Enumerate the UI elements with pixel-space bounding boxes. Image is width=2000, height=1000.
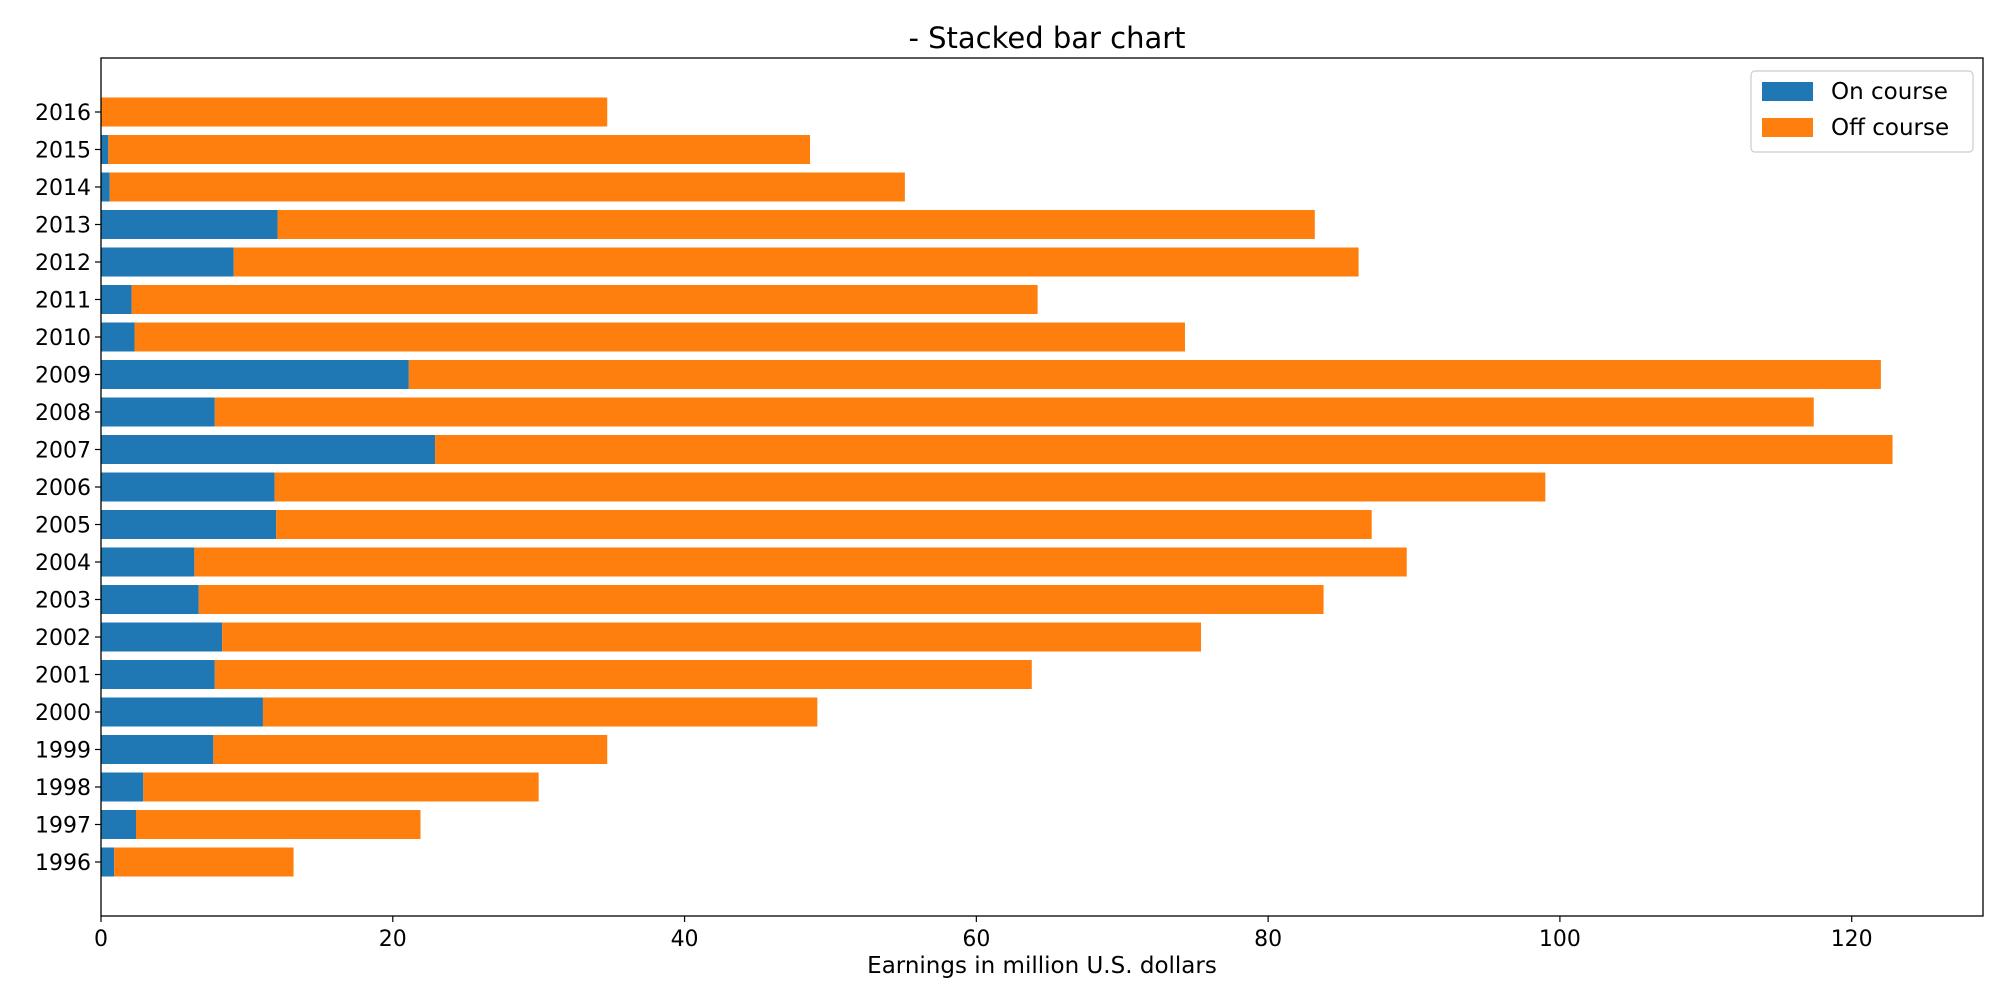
bar-1999-on-course [101, 735, 214, 764]
y-tick-label: 2012 [35, 251, 91, 276]
legend-swatch-off-course [1762, 118, 1813, 137]
y-tick-label: 1997 [35, 814, 91, 839]
bar-2009-off-course [408, 360, 1881, 389]
chart-title: - Stacked bar chart [908, 21, 1185, 55]
y-tick-label: 2005 [35, 514, 91, 539]
bar-2004-on-course [101, 547, 195, 577]
x-tick-label: 20 [379, 927, 407, 952]
bar-2000-off-course [262, 697, 818, 727]
x-axis: 0 20 40 60 80 100 120 [94, 916, 1873, 952]
y-tick-label: 2009 [35, 364, 91, 389]
bar-2000-on-course [101, 697, 263, 727]
bar-2008-on-course [101, 397, 215, 427]
legend-label-off-course: Off course [1831, 115, 1949, 141]
y-tick-label: 2000 [35, 701, 91, 726]
bar-2002-off-course [222, 622, 1202, 652]
y-tick-label: 2010 [35, 326, 91, 351]
bar-2010-off-course [134, 322, 1185, 352]
x-tick-label: 120 [1831, 927, 1873, 952]
bar-1998-on-course [101, 772, 144, 802]
bar-2015-off-course [108, 135, 811, 164]
bar-2004-off-course [194, 547, 1407, 577]
legend-swatch-on-course [1762, 82, 1813, 101]
bars-layer [101, 97, 1893, 877]
bar-2015-on-course [101, 135, 109, 164]
y-tick-label: 1996 [35, 851, 91, 876]
x-axis-label: Earnings in million U.S. dollars [867, 953, 1217, 979]
y-tick-label: 2004 [35, 551, 91, 576]
x-tick-label: 60 [962, 927, 990, 952]
x-tick-label: 80 [1254, 927, 1282, 952]
x-tick-label: 0 [94, 927, 108, 952]
x-tick-label: 40 [671, 927, 699, 952]
bar-2003-on-course [101, 585, 199, 614]
y-tick-label: 2011 [35, 289, 91, 314]
bar-2013-on-course [101, 210, 278, 239]
bar-2003-off-course [198, 585, 1324, 614]
bar-2007-on-course [101, 435, 436, 464]
bar-2006-off-course [274, 472, 1546, 502]
bar-2001-off-course [214, 660, 1032, 689]
bar-1998-off-course [143, 772, 539, 802]
bar-2011-on-course [101, 285, 132, 314]
bar-1997-on-course [101, 810, 137, 839]
bar-2014-on-course [101, 172, 110, 202]
bar-2007-off-course [435, 435, 1893, 464]
bar-1999-off-course [213, 735, 608, 764]
y-tick-label: 1998 [35, 776, 91, 801]
bar-2008-off-course [214, 397, 1814, 427]
y-tick-label: 2006 [35, 476, 91, 501]
y-tick-label: 2015 [35, 139, 91, 164]
y-tick-label: 2016 [35, 101, 91, 126]
y-tick-label: 2002 [35, 626, 91, 651]
bar-1997-off-course [136, 810, 421, 839]
y-tick-label: 2014 [35, 176, 91, 201]
y-tick-label: 2008 [35, 401, 91, 426]
bar-2006-on-course [101, 472, 275, 502]
y-axis: 1996 1997 1998 1999 2000 2001 2002 2003 2004 2005… [35, 101, 101, 876]
bar-2012-on-course [101, 247, 234, 277]
y-tick-label: 1999 [35, 739, 91, 764]
bar-2001-on-course [101, 660, 215, 689]
y-tick-label: 2003 [35, 589, 91, 614]
bar-2010-on-course [101, 322, 135, 352]
y-tick-label: 2007 [35, 439, 91, 464]
bar-1996-off-course [114, 847, 294, 877]
y-tick-label: 2001 [35, 664, 91, 689]
bar-2005-on-course [101, 510, 277, 539]
y-tick-label: 2013 [35, 214, 91, 239]
x-tick-label: 100 [1539, 927, 1581, 952]
bar-2012-off-course [233, 247, 1359, 277]
bar-2013-off-course [277, 210, 1315, 239]
bar-1996-on-course [101, 847, 115, 877]
bar-2002-on-course [101, 622, 223, 652]
bar-2005-off-course [276, 510, 1372, 539]
bar-2014-off-course [109, 172, 905, 202]
legend-label-on-course: On course [1831, 79, 1948, 105]
bar-2011-off-course [131, 285, 1038, 314]
bar-2009-on-course [101, 360, 409, 389]
legend: On course Off course [1750, 70, 1974, 153]
bar-2016-off-course [101, 97, 608, 127]
